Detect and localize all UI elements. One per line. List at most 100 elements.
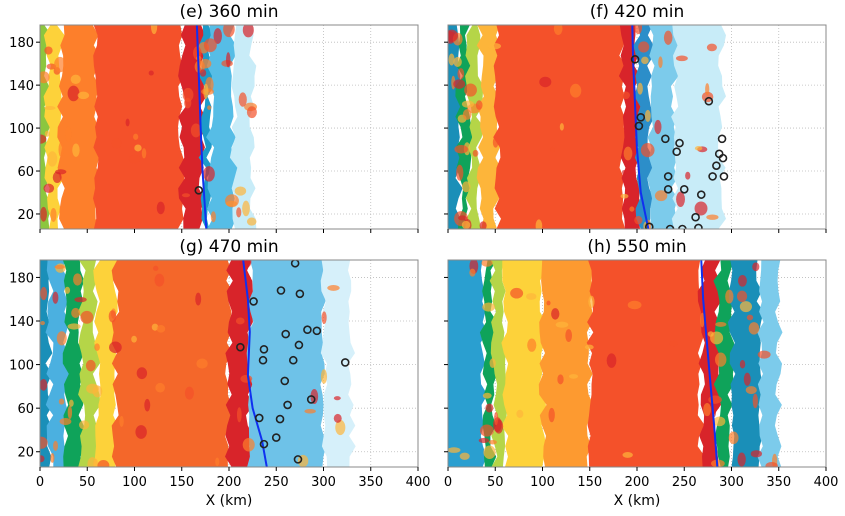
field-cell	[555, 321, 569, 328]
field-cell	[125, 118, 130, 127]
x-tick-label: 100	[530, 475, 555, 490]
field-cell	[40, 378, 48, 391]
field-cell	[234, 186, 247, 196]
field-cell	[320, 369, 328, 384]
x-tick-label: 400	[406, 475, 431, 490]
panel-g: (g) 470 min 0 50 100 150 200 250 300 350 400 20 60 1…	[9, 237, 430, 509]
field-cell	[207, 105, 212, 110]
field-cell	[459, 452, 470, 460]
field-cell	[94, 343, 100, 351]
field-cell	[752, 393, 758, 409]
field-band	[206, 25, 238, 229]
cell-marker	[236, 342, 245, 352]
y-tick-label: 140	[9, 79, 34, 94]
field-cell	[728, 431, 739, 445]
y-tick-label: 100	[9, 359, 34, 374]
field-cell	[153, 265, 159, 271]
field-cell	[485, 403, 494, 413]
field-cell	[304, 408, 316, 414]
field-cell	[184, 386, 194, 400]
x-tick-label: 300	[311, 475, 336, 490]
field-cell	[225, 52, 231, 68]
x-tick-label: 400	[814, 475, 839, 490]
field-band	[489, 260, 509, 467]
cell-marker	[294, 340, 304, 350]
cell-marker	[281, 329, 291, 339]
cell-marker	[630, 55, 640, 64]
field-cell	[461, 100, 474, 108]
field-cell	[714, 352, 727, 367]
field-band	[93, 25, 186, 229]
cell-marker	[694, 223, 703, 229]
field-cell	[59, 417, 72, 426]
field-cell	[67, 405, 73, 419]
cell-marker	[675, 138, 684, 148]
field-cell	[184, 97, 192, 109]
field-cell	[462, 109, 472, 120]
field-cell	[190, 123, 202, 138]
field-cell	[44, 46, 53, 55]
field-cell	[236, 407, 242, 423]
field-cell	[73, 273, 82, 286]
field-cell	[654, 190, 668, 202]
field-cell	[182, 87, 194, 102]
cell-marker	[663, 184, 673, 194]
cell-marker	[718, 153, 728, 163]
cell-marker	[280, 376, 290, 386]
cell-marker	[661, 134, 670, 144]
field-cell	[238, 92, 247, 107]
field-cell	[246, 106, 257, 119]
cell-marker	[634, 121, 644, 131]
field-cell	[669, 340, 679, 347]
field-cell	[195, 292, 202, 306]
cell-marker	[636, 113, 646, 122]
front-line	[700, 260, 719, 467]
field-cell	[50, 207, 57, 222]
field-cell	[694, 146, 703, 151]
x-tick-label: 0	[36, 475, 44, 490]
field-cell	[715, 321, 727, 327]
field-cell	[479, 221, 487, 229]
cell-marker	[303, 325, 312, 335]
field-cell	[516, 409, 524, 418]
field-cell	[86, 383, 99, 394]
field-cell	[71, 307, 81, 318]
field-cell	[148, 70, 154, 76]
field-cell	[54, 56, 66, 73]
y-tick-label: 60	[17, 165, 34, 180]
cell-marker	[644, 222, 654, 229]
field-cell	[550, 146, 555, 153]
field-band	[479, 260, 498, 467]
field-cell	[461, 181, 471, 193]
cell-marker	[696, 190, 706, 199]
field-cell	[333, 396, 341, 401]
field-cell	[475, 100, 483, 110]
field-cell	[658, 56, 663, 69]
field-cell	[155, 382, 165, 393]
field-cell	[461, 220, 471, 229]
field-cell	[109, 341, 122, 354]
field-cell	[246, 217, 257, 226]
field-cell	[708, 395, 722, 404]
field-cell	[482, 392, 492, 399]
field-cell	[203, 166, 215, 182]
cell-marker	[708, 172, 717, 181]
field-cell	[333, 413, 342, 423]
x-tick-label: 0	[444, 475, 452, 490]
cell-marker	[691, 212, 700, 222]
field-cell	[737, 452, 746, 467]
cell-marker	[271, 433, 281, 442]
field-cell	[131, 335, 137, 343]
y-tick-label: 60	[17, 402, 34, 417]
field-cell	[223, 25, 235, 38]
x-tick-label: 350	[766, 475, 791, 490]
field-cell	[327, 284, 340, 291]
field-cell	[54, 264, 66, 270]
field-cell	[68, 399, 74, 407]
field-cell	[236, 207, 242, 218]
cell-marker	[665, 224, 675, 229]
field-cell	[50, 452, 55, 463]
cell-marker	[194, 186, 204, 195]
field-cell	[489, 358, 496, 369]
